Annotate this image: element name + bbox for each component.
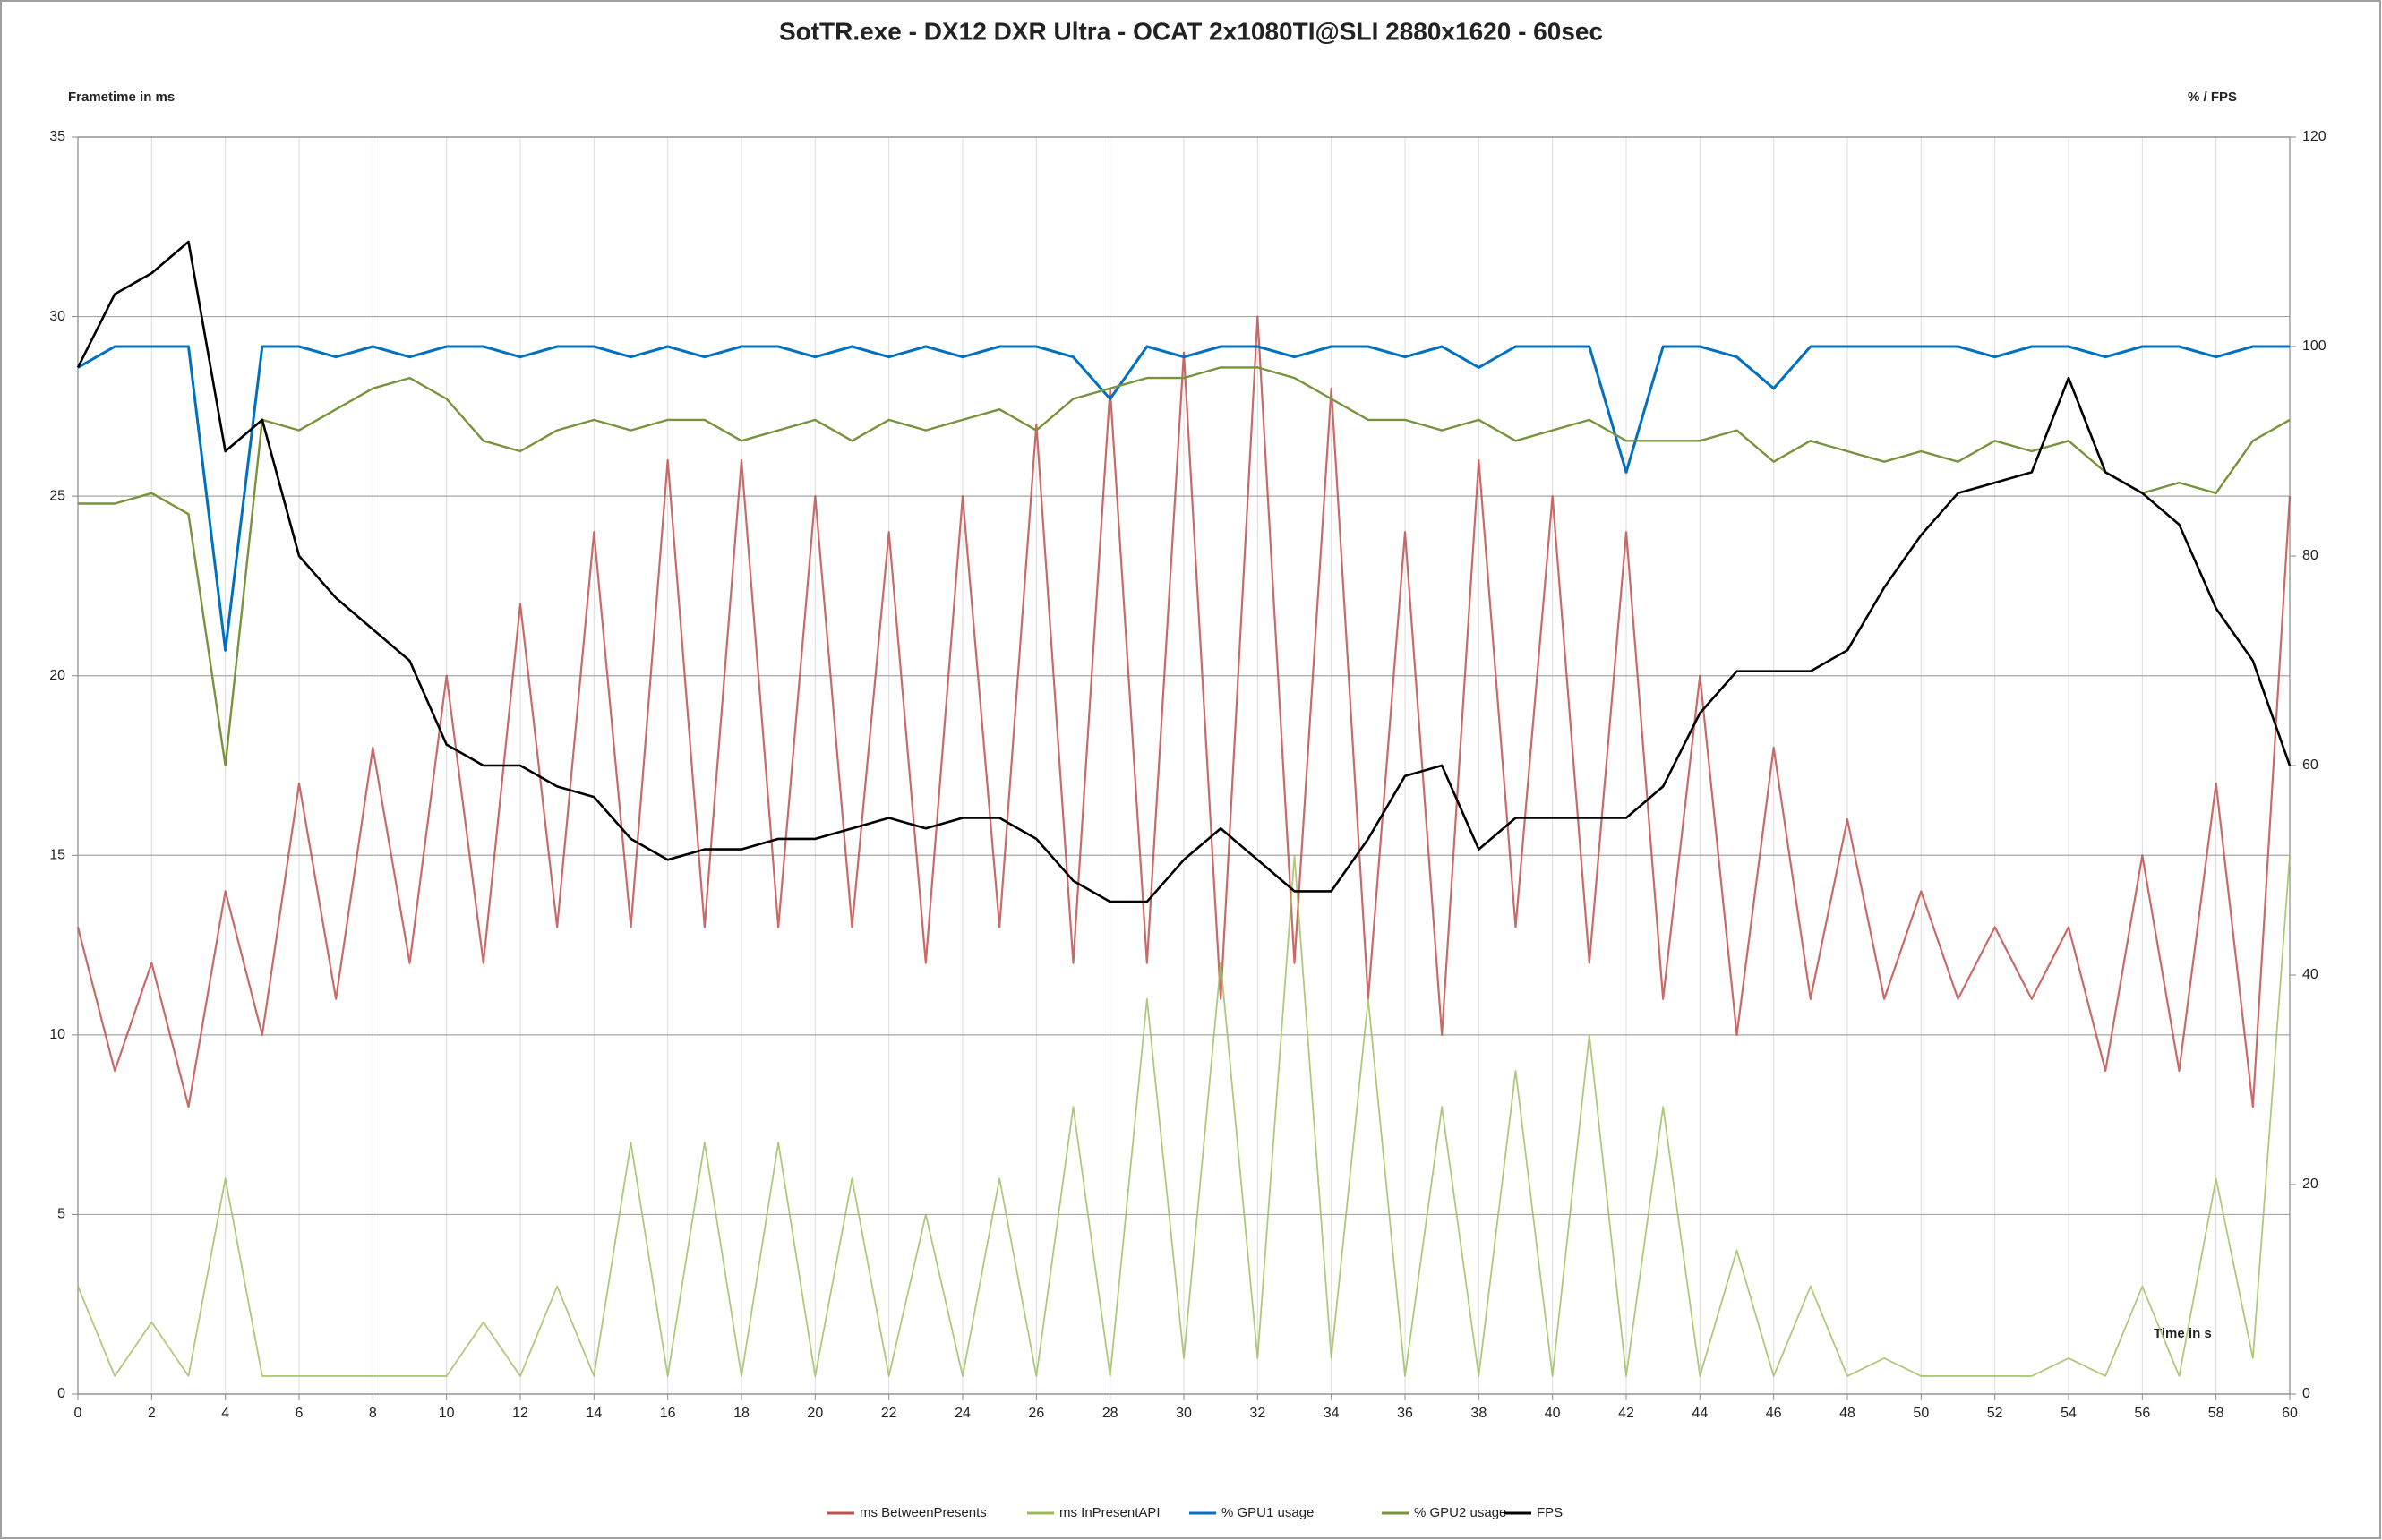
x-tick-label: 22	[881, 1406, 897, 1421]
x-tick-label: 40	[1545, 1406, 1561, 1421]
y-tick-label: 30	[49, 309, 65, 324]
y-tick-label: 25	[49, 488, 65, 503]
y2-tick-label: 60	[2302, 757, 2318, 773]
x-tick-label: 50	[1913, 1406, 1929, 1421]
series-line	[77, 854, 2291, 1377]
x-tick-label: 26	[1028, 1406, 1044, 1421]
x-tick-label: 44	[1692, 1406, 1708, 1421]
x-tick-label: 54	[2061, 1406, 2077, 1421]
y2-tick-label: 0	[2302, 1386, 2310, 1401]
y2-tick-label: 120	[2302, 129, 2326, 144]
x-tick-label: 58	[2208, 1406, 2224, 1421]
x-axis-label: Time in s	[2154, 1326, 2212, 1341]
x-tick-label: 38	[1470, 1406, 1487, 1421]
series-line	[78, 366, 2291, 767]
y2-tick-label: 40	[2302, 967, 2318, 982]
x-tick-label: 20	[807, 1406, 823, 1421]
x-tick-label: 2	[148, 1406, 156, 1421]
x-tick-label: 6	[296, 1406, 304, 1421]
chart-title: SotTR.exe - DX12 DXR Ultra - OCAT 2x1080…	[779, 17, 1603, 45]
y2-tick-label: 80	[2302, 548, 2318, 563]
x-tick-label: 36	[1397, 1406, 1413, 1421]
y-tick-label: 5	[57, 1207, 65, 1222]
legend-label: ms InPresentAPI	[1059, 1505, 1161, 1520]
x-tick-label: 18	[733, 1406, 750, 1421]
y-tick-label: 10	[49, 1027, 65, 1042]
x-tick-label: 30	[1176, 1406, 1192, 1421]
x-tick-label: 16	[660, 1406, 676, 1421]
legend-label: % GPU1 usage	[1221, 1505, 1314, 1520]
series-line	[76, 240, 2292, 903]
x-tick-label: 32	[1249, 1406, 1265, 1421]
y2-tick-label: 100	[2302, 338, 2326, 354]
x-tick-label: 28	[1102, 1406, 1118, 1421]
legend-label: ms BetweenPresents	[860, 1505, 987, 1520]
x-tick-label: 48	[1839, 1406, 1855, 1421]
x-tick-label: 0	[74, 1406, 82, 1421]
x-tick-label: 46	[1766, 1406, 1782, 1421]
y-axis-label: Frametime in ms	[68, 90, 175, 105]
x-tick-label: 12	[512, 1406, 528, 1421]
series-line	[76, 315, 2292, 1108]
y-tick-label: 0	[57, 1386, 65, 1401]
x-tick-label: 34	[1324, 1406, 1340, 1421]
y2-tick-label: 20	[2302, 1176, 2318, 1192]
y-tick-label: 35	[49, 129, 65, 144]
x-tick-label: 4	[221, 1406, 229, 1421]
y2-axis-label: % / FPS	[2188, 90, 2237, 105]
series-line	[77, 345, 2290, 652]
x-tick-label: 42	[1618, 1406, 1634, 1421]
x-tick-label: 8	[369, 1406, 377, 1421]
x-tick-label: 60	[2282, 1406, 2298, 1421]
legend-label: % GPU2 usage	[1414, 1505, 1506, 1520]
x-tick-label: 14	[586, 1406, 602, 1421]
x-tick-label: 52	[1987, 1406, 2003, 1421]
y-tick-label: 20	[49, 668, 65, 683]
x-tick-label: 24	[955, 1406, 971, 1421]
x-tick-label: 56	[2134, 1406, 2150, 1421]
x-tick-label: 10	[439, 1406, 455, 1421]
y-tick-label: 15	[49, 848, 65, 863]
legend-label: FPS	[1537, 1505, 1563, 1520]
